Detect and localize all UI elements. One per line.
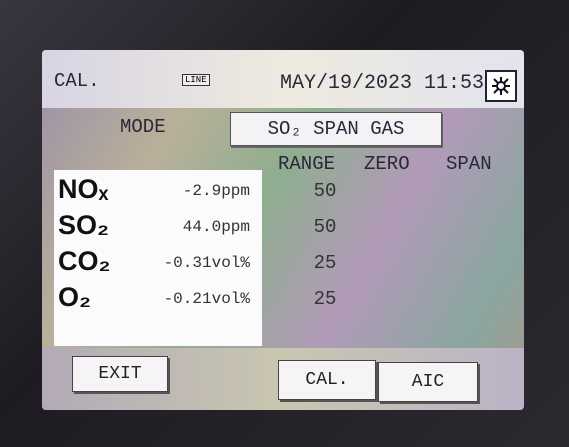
gas-name: O₂ <box>58 282 91 313</box>
settings-icon[interactable] <box>485 70 517 102</box>
gas-reading: -2.9ppm <box>140 182 250 200</box>
bezel: CAL. LINE MAY/19/2023 11:53 MODE SO₂ SPA… <box>0 0 569 447</box>
column-header: SPAN <box>446 153 492 175</box>
datetime: MAY/19/2023 11:53 <box>280 72 484 95</box>
screen: CAL. LINE MAY/19/2023 11:53 MODE SO₂ SPA… <box>42 50 524 410</box>
range-value: 25 <box>295 288 355 310</box>
gas-reading: -0.31vol% <box>140 254 250 272</box>
mode-label: MODE <box>120 116 166 138</box>
exit-button[interactable]: EXIT <box>72 356 168 392</box>
range-value: 25 <box>295 252 355 274</box>
page: CAL. LINE MAY/19/2023 11:53 MODE SO₂ SPA… <box>0 0 569 447</box>
line-indicator: LINE <box>182 74 210 86</box>
mode-value[interactable]: SO₂ SPAN GAS <box>230 112 442 146</box>
screen-title: CAL. <box>54 70 100 92</box>
gas-name: SO₂ <box>58 210 109 241</box>
cal-button[interactable]: CAL. <box>278 360 376 400</box>
range-value: 50 <box>295 216 355 238</box>
column-header: RANGE <box>278 153 335 175</box>
range-value: 50 <box>295 180 355 202</box>
gas-reading: -0.21vol% <box>140 290 250 308</box>
gas-name: CO₂ <box>58 246 111 277</box>
gas-reading: 44.0ppm <box>140 218 250 236</box>
column-header: ZERO <box>364 153 410 175</box>
gas-name: NOₓ <box>58 174 108 205</box>
aic-button[interactable]: AIC <box>378 362 478 402</box>
